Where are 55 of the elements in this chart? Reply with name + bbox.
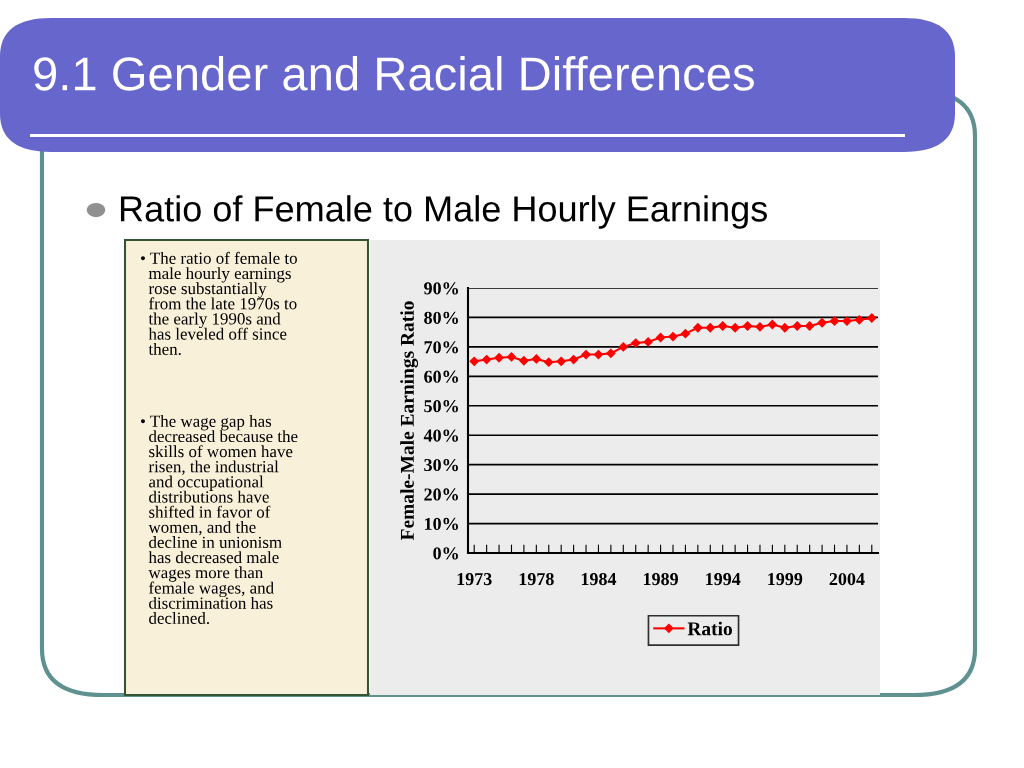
y-tick-label: 60% (424, 370, 458, 383)
point (693, 323, 703, 333)
point (482, 354, 492, 365)
point (742, 321, 753, 331)
point (680, 329, 691, 339)
point (854, 315, 864, 325)
y-tick-label: 50% (424, 400, 458, 413)
x-tick-label: 1994 (706, 573, 741, 586)
point (668, 331, 678, 342)
point (581, 349, 591, 360)
point (556, 356, 566, 366)
point (631, 338, 641, 348)
x-tick-label: 1989 (643, 572, 678, 586)
y-tick-label: 40% (423, 429, 458, 442)
point (817, 318, 827, 328)
y-tick-label: 90% (424, 282, 458, 295)
point (767, 319, 778, 330)
point (469, 356, 479, 366)
y-axis-title: Female-Male Earnings Ratio (400, 301, 418, 541)
x-tick-label: 2004 (829, 572, 865, 586)
point (867, 313, 877, 323)
point (519, 356, 529, 366)
x-tick-label: 1984 (581, 572, 617, 586)
point (705, 323, 715, 333)
point (531, 354, 541, 364)
point (506, 352, 517, 362)
point (730, 323, 740, 333)
point (780, 323, 790, 333)
chart-title: 9.1 Gender and Racial Differences (34, 55, 754, 91)
x-tick-label: 1978 (519, 572, 554, 586)
point (842, 316, 852, 326)
y-tick-label: 70% (424, 341, 458, 354)
point (643, 337, 653, 347)
y-tick-label: 30% (424, 458, 458, 472)
y-tick-label: 80% (424, 311, 458, 324)
point (618, 342, 628, 352)
y-tick-label: 10% (425, 517, 458, 531)
y-tick-label: 0% (433, 547, 458, 560)
point (792, 321, 802, 331)
point (829, 316, 840, 326)
y-tick-label: 20% (424, 488, 458, 501)
point (606, 348, 616, 358)
x-tick-label: 1999 (768, 573, 803, 586)
point (805, 321, 815, 331)
point (755, 322, 765, 332)
x-tick-label: 1973 (457, 573, 492, 586)
point (655, 332, 666, 343)
point (718, 321, 728, 331)
point (494, 353, 504, 363)
point (544, 357, 554, 367)
point (568, 354, 579, 365)
legend-label: Ratio (687, 621, 732, 636)
chart-subtitle: Ratio of Female to Male Hourly Earnings (120, 195, 767, 229)
text: • The ratio of female to male hourly earnings rose substantially from the late 1970s to the early 1990s and has leveled off since then. (140, 251, 297, 355)
text: • The wage gap has decreased because the skills of women have risen, the industrial and occupational distributions have shifted in favor of women, and the decline in unionism has decreased male wages more than female wages, and discrimination has declined. (140, 415, 298, 625)
